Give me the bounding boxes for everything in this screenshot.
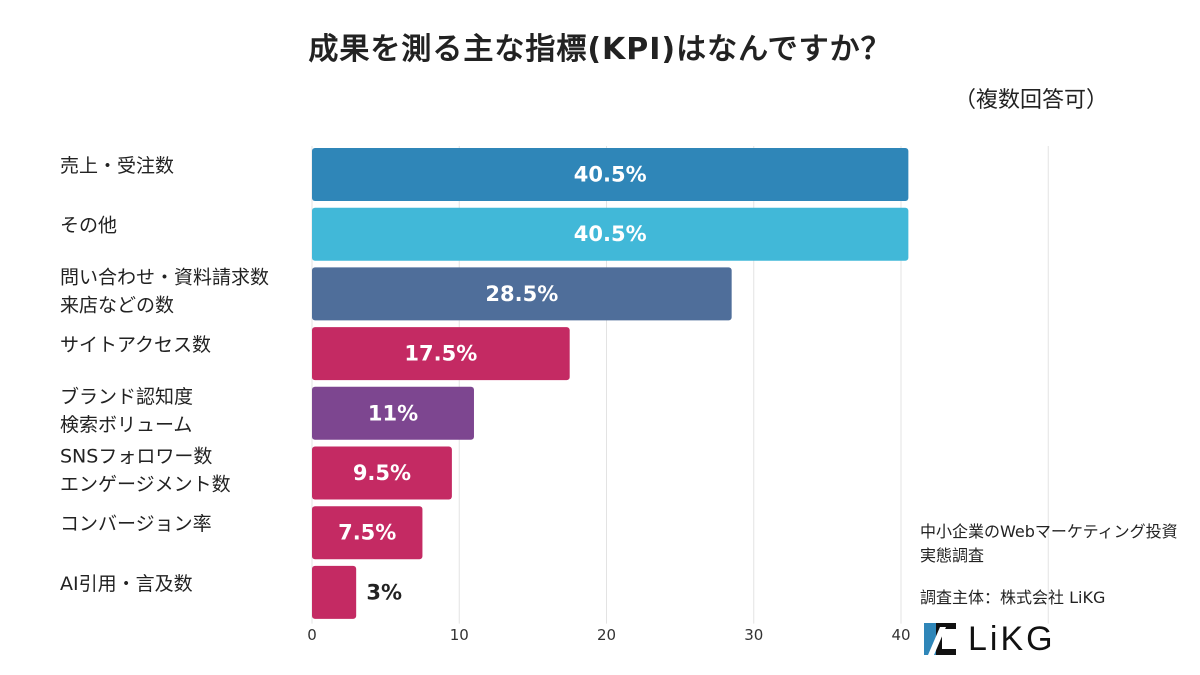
- chart-subtitle: （複数回答可）: [953, 88, 1108, 113]
- category-label: 検索ボリューム: [60, 414, 192, 436]
- bar-value-label: 40.5%: [574, 222, 647, 246]
- bar-value-label: 11%: [368, 401, 418, 425]
- bar-value-label: 17.5%: [404, 342, 477, 366]
- bar: [312, 565, 357, 619]
- category-label: コンバージョン率: [60, 513, 212, 535]
- category-label: ブランド認知度: [60, 385, 193, 408]
- bar-value-label: 9.5%: [353, 461, 411, 485]
- survey-name: 中小企業のWebマーケティング投資実態調査: [920, 522, 1178, 565]
- x-tick-label: 10: [450, 626, 469, 644]
- bar-value-label: 3%: [366, 580, 402, 604]
- category-label: 売上・受注数: [60, 155, 174, 177]
- category-label: 来店などの数: [60, 294, 174, 316]
- category-label: SNSフォロワー数: [60, 446, 212, 468]
- category-label: AI引用・言及数: [60, 573, 193, 595]
- category-label: 問い合わせ・資料請求数: [60, 266, 269, 288]
- chart-title: 成果を測る主な指標(KPI)はなんですか？: [308, 32, 892, 67]
- bar-value-label: 28.5%: [485, 282, 558, 306]
- likg-logo-icon: [922, 621, 958, 657]
- logo-text: LiKG: [968, 619, 1056, 658]
- category-label: サイトアクセス数: [60, 334, 211, 356]
- x-tick-label: 30: [744, 626, 763, 644]
- bar: [312, 207, 909, 261]
- likg-logo: LiKG: [920, 618, 1056, 660]
- bar: [312, 148, 909, 201]
- bar: [312, 446, 452, 500]
- bar: [312, 506, 423, 560]
- bar-value-label: 7.5%: [338, 521, 396, 545]
- category-label: エンゲージメント数: [60, 474, 231, 496]
- bar: [312, 386, 474, 440]
- x-tick-label: 20: [597, 626, 616, 644]
- x-tick-label: 0: [307, 626, 317, 644]
- bar-value-label: 40.5%: [574, 163, 647, 187]
- survey-organizer: 調査主体：株式会社 LiKG: [920, 588, 1106, 607]
- bar: [312, 327, 570, 381]
- x-tick-label: 40: [891, 626, 910, 644]
- category-label: その他: [60, 215, 117, 237]
- bar: [312, 267, 732, 321]
